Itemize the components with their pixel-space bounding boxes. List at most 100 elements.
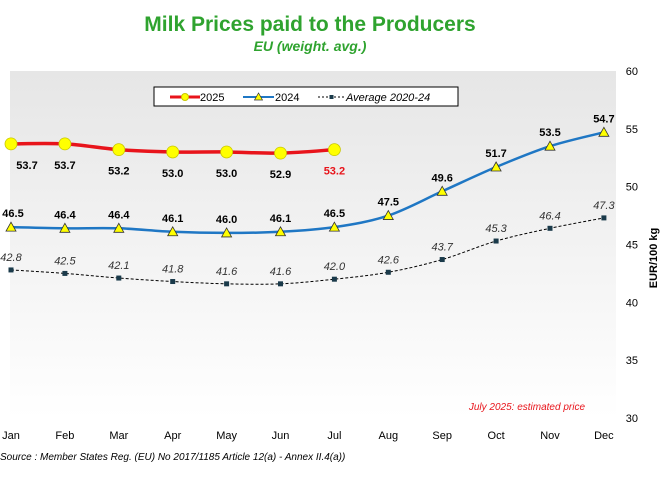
data-label: 43.7 (431, 242, 453, 254)
y-tick-label: 30 (626, 413, 638, 425)
estimate-annotation: July 2025: estimated price (468, 402, 586, 413)
data-label: 53.0 (162, 168, 183, 180)
chart-subtitle: EU (weight. avg.) (254, 38, 367, 54)
x-tick-label: Dec (594, 430, 614, 442)
data-label: 53.0 (216, 168, 237, 180)
data-point (166, 145, 180, 159)
legend: 2025 2024 Average 2020-24 (153, 86, 459, 107)
legend-item: Average 2020-24 (318, 92, 430, 104)
data-label: 42.1 (108, 260, 129, 272)
data-label: 42.6 (378, 254, 400, 266)
data-label: 46.5 (324, 208, 345, 220)
x-tick-label: Oct (488, 430, 505, 442)
legend-marker (253, 92, 264, 101)
data-label: 53.2 (108, 166, 129, 178)
data-point (112, 143, 126, 157)
data-label: 53.2 (324, 166, 345, 178)
chart-title: Milk Prices paid to the Producers (144, 13, 475, 36)
x-tick-label: Aug (379, 430, 399, 442)
data-point (328, 221, 341, 232)
data-label: 46.4 (539, 210, 560, 222)
y-tick-label: 40 (626, 297, 638, 309)
data-point (601, 215, 607, 221)
data-point (5, 221, 17, 232)
x-tick-label: Jul (327, 430, 341, 442)
series-average-2020-24: 42.8 42.5 42.1 41.8 41.6 41.6 42.0 42.6 43.7 45.3… (0, 200, 615, 287)
x-tick-label: Sep (432, 430, 452, 442)
data-label: 53.7 (16, 160, 37, 172)
data-point (493, 238, 499, 244)
data-label: 46.5 (2, 208, 23, 220)
x-tick-label: Jan (2, 430, 20, 442)
data-label: 54.7 (593, 113, 614, 125)
data-label: 42.5 (54, 255, 76, 267)
legend-marker (329, 95, 334, 99)
data-point (385, 269, 391, 275)
data-label: 46.0 (216, 214, 237, 226)
data-label: 46.4 (108, 209, 130, 221)
y-tick-label: 45 (626, 240, 638, 252)
data-label: 46.4 (54, 209, 76, 221)
data-label: 53.5 (539, 127, 560, 139)
data-point (167, 225, 179, 237)
data-label: 47.5 (378, 197, 399, 209)
legend-box (153, 86, 459, 107)
data-point (544, 140, 556, 151)
data-point (278, 281, 283, 287)
y-tick-label: 55 (626, 124, 638, 136)
y-tick-label: 35 (626, 355, 638, 367)
data-label: 41.6 (216, 266, 238, 278)
legend-item: 2025 (170, 92, 224, 104)
legend-label: 2025 (200, 92, 224, 104)
plot-area (10, 71, 616, 418)
data-label: 45.3 (485, 223, 507, 235)
data-point (382, 209, 394, 220)
x-tick-label: Jun (272, 430, 290, 442)
data-point (113, 222, 125, 233)
series-line (10, 217, 604, 285)
x-tick-label: May (216, 430, 237, 442)
series-2024: 46.5 46.4 46.4 46.1 46.0 46.1 46.5 47.5 49.6 51.7… (2, 113, 615, 238)
data-point (598, 126, 610, 137)
y-axis: 30 35 40 45 50 55 60 (626, 66, 638, 425)
series-line (10, 131, 605, 235)
data-point (224, 281, 230, 287)
data-point (8, 267, 14, 273)
data-point (116, 275, 122, 281)
x-tick-label: Mar (109, 430, 128, 442)
legend-marker (181, 93, 189, 101)
data-label: 51.7 (485, 148, 506, 160)
data-point (58, 137, 72, 151)
legend-item: 2024 (243, 92, 299, 104)
data-point (327, 143, 341, 157)
data-label: 46.1 (162, 213, 183, 225)
data-label: 53.7 (54, 160, 75, 172)
x-tick-label: Feb (55, 430, 74, 442)
data-point (4, 137, 18, 151)
data-label: 41.8 (162, 264, 184, 276)
data-point (436, 185, 448, 196)
data-label: 52.9 (270, 169, 291, 181)
data-label: 42.8 (0, 252, 22, 264)
series-2025: 53.7 53.7 53.2 53.0 53.0 52.9 53.2 (4, 137, 345, 181)
y-tick-label: 50 (626, 182, 638, 194)
data-label: 46.1 (270, 213, 291, 225)
data-point (170, 279, 176, 285)
data-label: 47.3 (593, 200, 615, 212)
data-point (274, 146, 287, 160)
data-point (439, 257, 445, 263)
x-tick-label: Nov (540, 430, 560, 442)
y-axis-label: EUR/100 kg (648, 228, 660, 289)
legend-label: Average 2020-24 (345, 92, 430, 104)
data-point (220, 227, 233, 238)
x-tick-label: Apr (164, 430, 181, 442)
data-label: 42.0 (324, 261, 346, 273)
legend-label: 2024 (275, 92, 299, 104)
data-point (490, 161, 502, 172)
y-tick-label: 60 (626, 66, 638, 78)
source-note: Source : Member States Reg. (EU) No 2017… (0, 452, 345, 463)
data-point (59, 222, 71, 233)
data-point (62, 270, 68, 276)
series-layer: 42.8 42.5 42.1 41.8 41.6 41.6 42.0 42.6 43.7 45.3… (0, 113, 615, 287)
